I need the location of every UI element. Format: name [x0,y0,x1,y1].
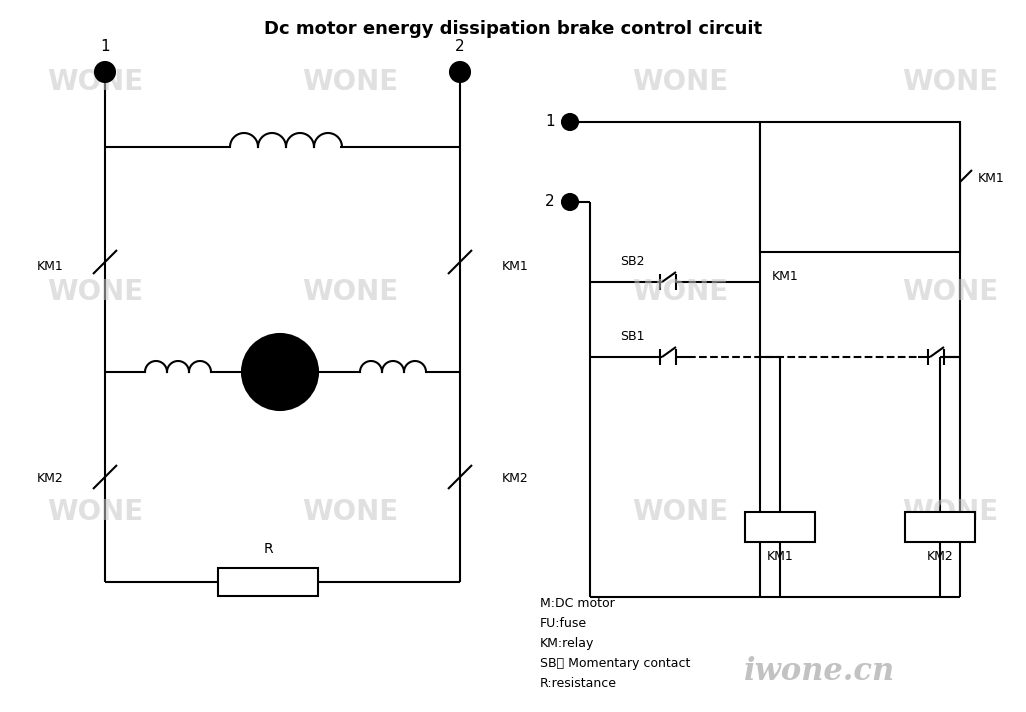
Text: 1: 1 [546,115,555,130]
Text: WONE: WONE [632,68,728,96]
Text: KM1: KM1 [36,261,63,273]
Text: WONE: WONE [302,498,398,526]
Bar [218,568,318,596]
Circle shape [562,194,578,210]
Text: WONE: WONE [47,278,143,306]
Bar [745,512,815,542]
Circle shape [562,114,578,130]
Text: WONE: WONE [47,68,143,96]
Text: M:DC motor: M:DC motor [540,597,615,610]
Text: FU:fuse: FU:fuse [540,617,587,630]
Text: WONE: WONE [902,278,998,306]
Text: 1: 1 [101,39,110,54]
Text: SB： Momentary contact: SB： Momentary contact [540,657,690,670]
Circle shape [450,62,470,82]
Circle shape [242,334,318,410]
Text: WONE: WONE [632,278,728,306]
Text: R: R [264,542,273,556]
Text: KM:relay: KM:relay [540,637,594,650]
Text: KM1: KM1 [772,271,799,283]
Bar [905,512,975,542]
Circle shape [95,62,115,82]
Text: WONE: WONE [902,498,998,526]
Text: WONE: WONE [902,68,998,96]
Text: WONE: WONE [302,68,398,96]
Text: iwone.cn: iwone.cn [745,656,896,688]
Text: KM2: KM2 [926,550,953,563]
Text: KM1: KM1 [978,172,1004,184]
Text: 2: 2 [456,39,465,54]
Text: SB1: SB1 [621,330,645,343]
Text: R:resistance: R:resistance [540,677,617,690]
Text: KM2: KM2 [502,473,528,486]
Text: WONE: WONE [302,278,398,306]
Text: WONE: WONE [47,498,143,526]
Text: M: M [270,357,289,375]
Bar [760,122,960,252]
Text: SB2: SB2 [621,255,645,268]
Text: KM2: KM2 [36,473,63,486]
Text: Dc motor energy dissipation brake control circuit: Dc motor energy dissipation brake contro… [264,20,762,38]
Text: WONE: WONE [632,498,728,526]
Text: KM1: KM1 [502,261,528,273]
Text: 2: 2 [546,194,555,209]
Text: KM1: KM1 [766,550,793,563]
